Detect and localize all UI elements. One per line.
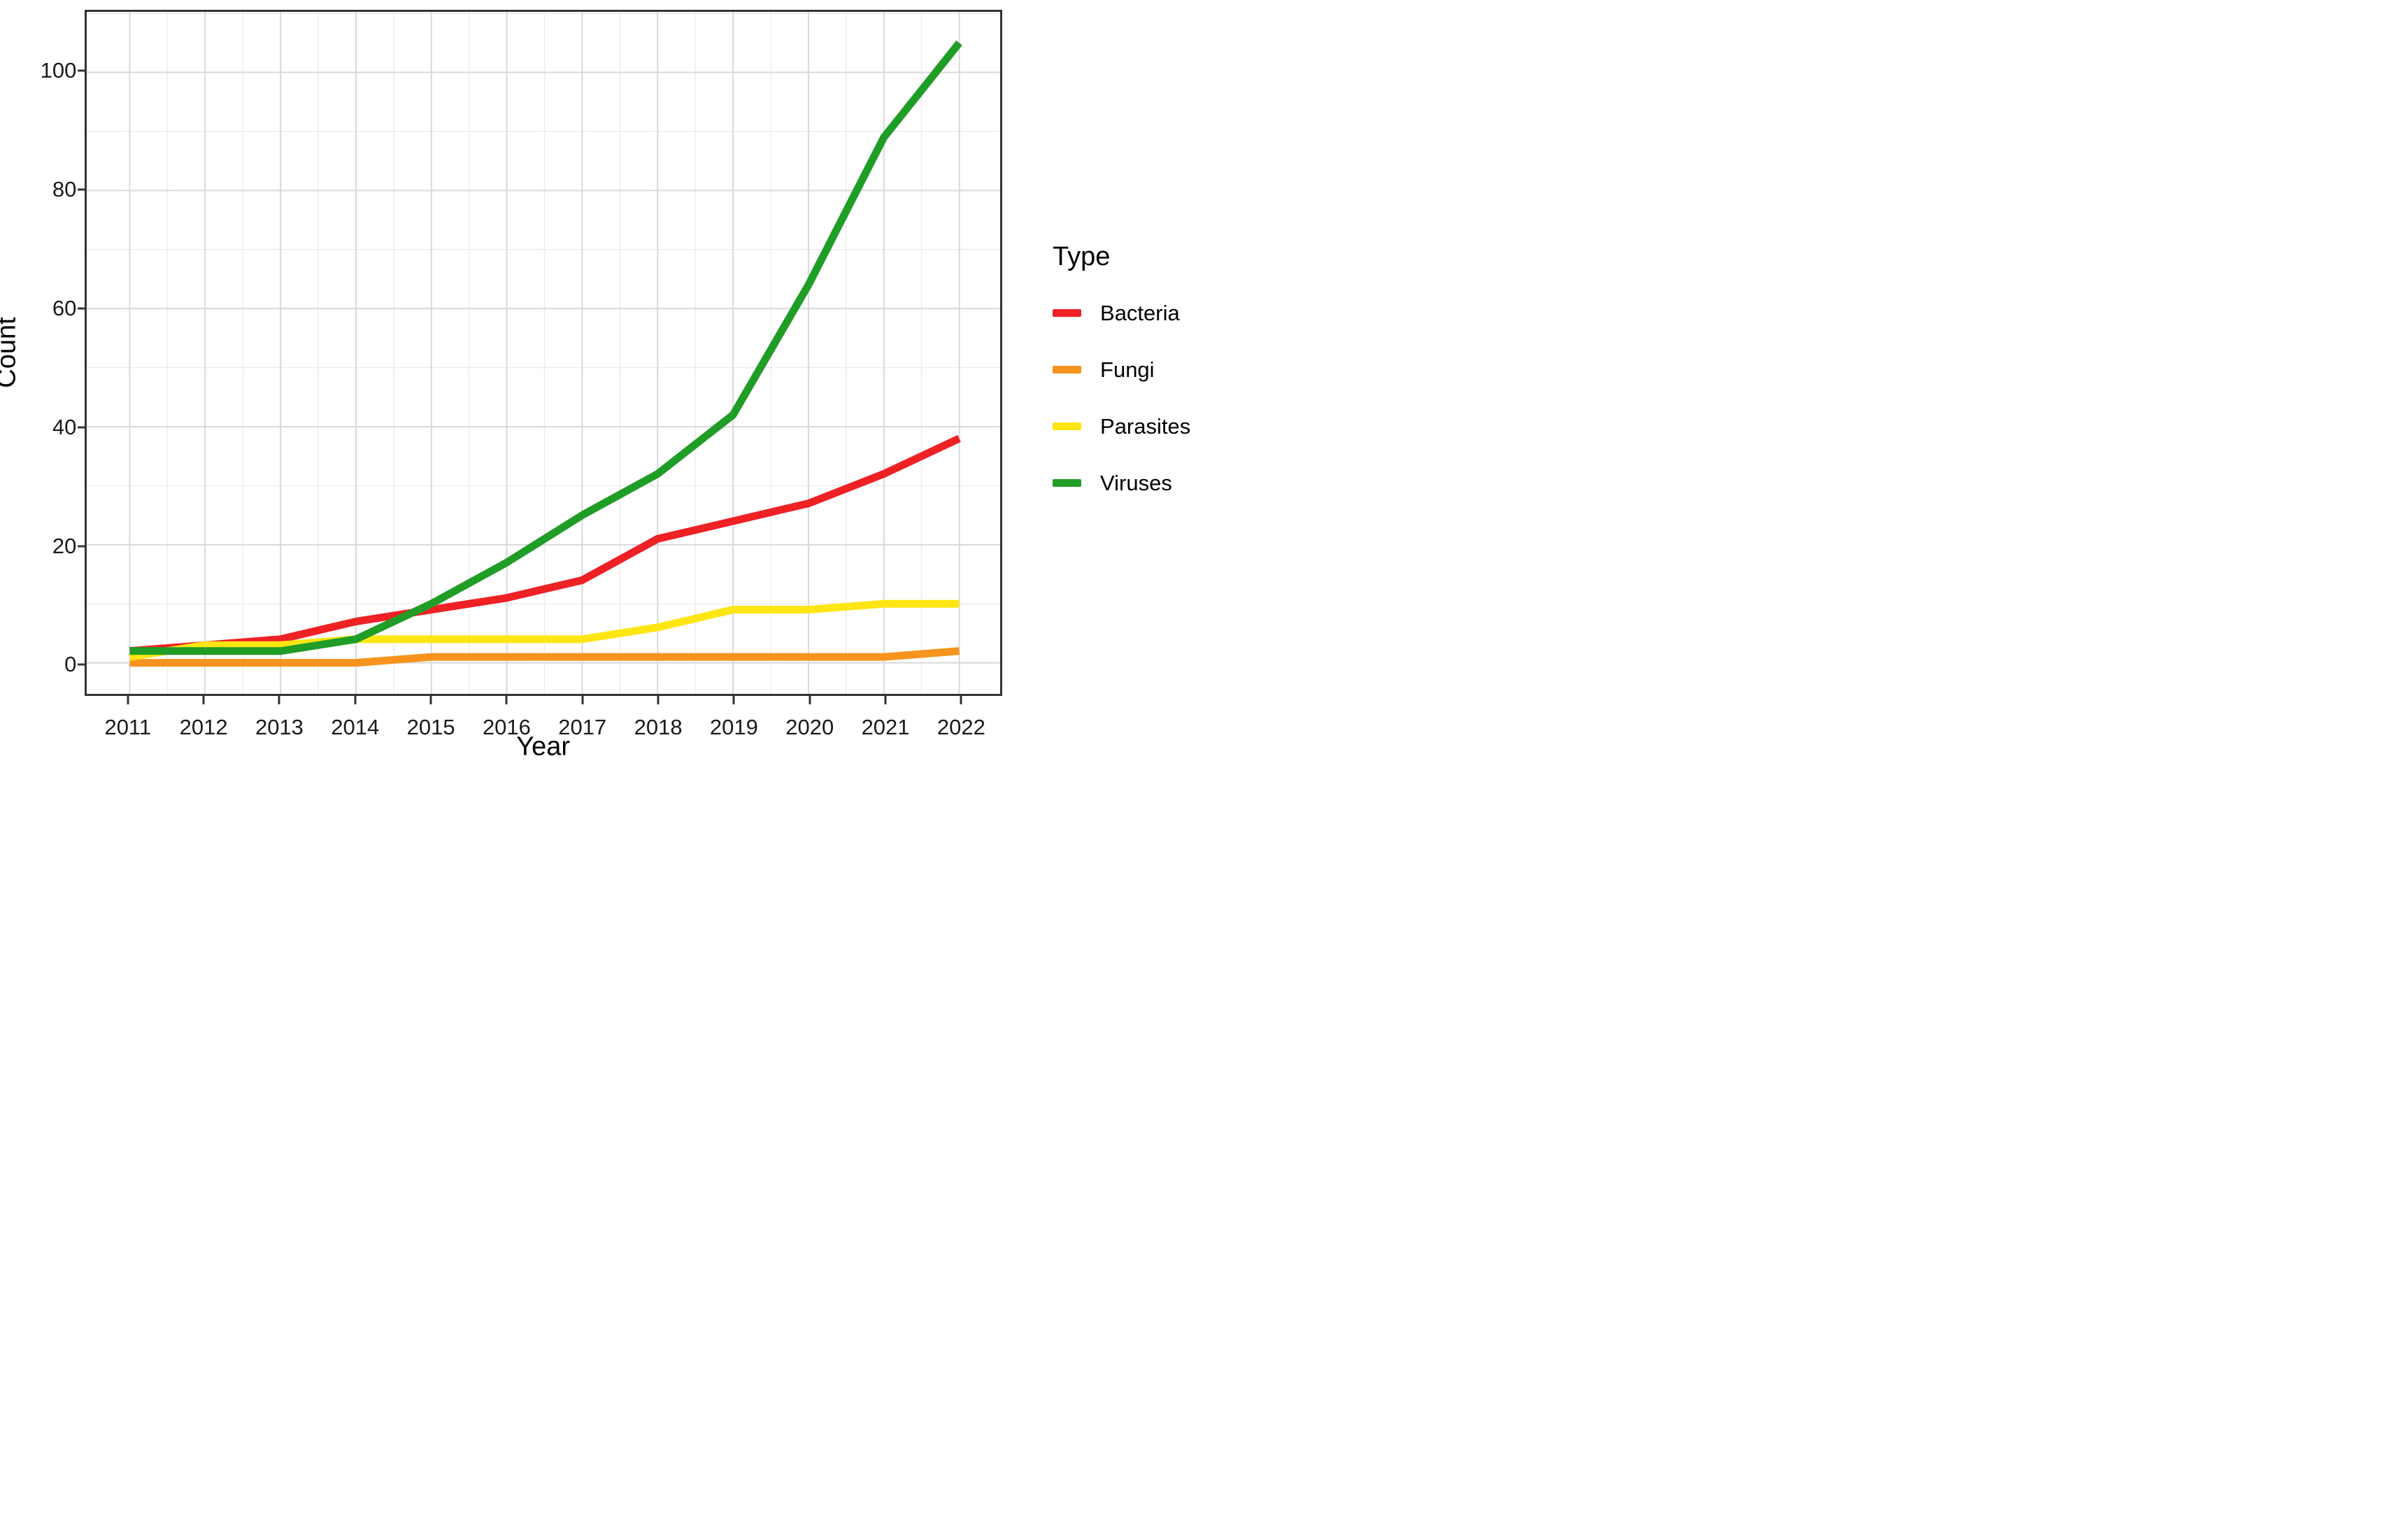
x-tick-mark xyxy=(732,696,735,705)
x-tick-label-2021: 2021 xyxy=(861,715,910,740)
x-tick-mark xyxy=(657,696,660,705)
x-tick-label-2011: 2011 xyxy=(104,715,152,740)
x-tick-label-2019: 2019 xyxy=(709,715,758,740)
legend-swatch-icon xyxy=(1053,479,1082,488)
y-tick-mark xyxy=(78,426,85,429)
y-axis-title: Count xyxy=(0,317,22,388)
x-tick-label-2018: 2018 xyxy=(634,715,683,740)
x-tick-mark xyxy=(581,696,584,705)
series-line-viruses xyxy=(130,43,960,650)
legend-swatch-icon xyxy=(1053,309,1082,318)
legend: Type Bacteria Fungi Parasites Viruses xyxy=(1053,242,1202,528)
y-tick-label-20: 20 xyxy=(52,533,77,558)
legend-item-bacteria: Bacteria xyxy=(1053,301,1202,325)
x-tick-mark xyxy=(278,696,280,705)
x-tick-label-2014: 2014 xyxy=(331,715,380,740)
y-tick-mark xyxy=(78,69,85,72)
legend-title: Type xyxy=(1053,241,1111,271)
legend-item-fungi: Fungi xyxy=(1053,357,1202,382)
x-tick-label-2016: 2016 xyxy=(482,715,531,740)
x-tick-mark xyxy=(127,696,129,705)
legend-swatch-icon xyxy=(1053,366,1082,374)
y-tick-label-100: 100 xyxy=(40,58,77,83)
legend-label: Viruses xyxy=(1100,470,1172,495)
x-tick-mark xyxy=(354,696,357,705)
legend-label: Fungi xyxy=(1100,357,1155,382)
plot-area-svg xyxy=(87,12,1000,694)
y-tick-mark xyxy=(78,663,85,666)
series-line-fungi xyxy=(130,651,960,663)
x-tick-label-2022: 2022 xyxy=(936,715,985,740)
series-line-bacteria xyxy=(130,439,960,651)
legend-item-viruses: Viruses xyxy=(1053,471,1202,495)
legend-label: Parasites xyxy=(1100,413,1191,439)
x-tick-mark xyxy=(960,696,962,705)
y-tick-label-80: 80 xyxy=(52,176,77,201)
series-line-parasites xyxy=(130,604,960,657)
legend-item-parasites: Parasites xyxy=(1053,413,1202,439)
x-tick-mark xyxy=(429,696,432,705)
x-tick-label-2013: 2013 xyxy=(255,715,304,740)
x-tick-label-2020: 2020 xyxy=(785,715,834,740)
y-tick-label-0: 0 xyxy=(64,652,77,677)
x-axis-title: Year xyxy=(516,732,570,762)
legend-items: Bacteria Fungi Parasites Viruses xyxy=(1053,301,1202,495)
x-tick-label-2017: 2017 xyxy=(558,715,607,740)
legend-label: Bacteria xyxy=(1100,300,1180,325)
line-chart-figure: 0 20 40 60 80 100 2011 2012 2013 2014 2015 2016 201… xyxy=(0,0,1204,768)
x-tick-mark xyxy=(884,696,887,705)
y-tick-mark xyxy=(78,307,85,310)
y-tick-mark xyxy=(78,545,85,548)
y-tick-mark xyxy=(78,188,85,191)
y-tick-label-60: 60 xyxy=(52,295,77,320)
plot-panel xyxy=(85,10,1002,696)
x-tick-mark xyxy=(808,696,811,705)
legend-swatch-icon xyxy=(1053,422,1082,431)
x-tick-label-2015: 2015 xyxy=(406,715,455,740)
y-tick-label-40: 40 xyxy=(52,414,77,439)
x-tick-mark xyxy=(505,696,508,705)
x-tick-mark xyxy=(202,696,205,705)
x-tick-label-2012: 2012 xyxy=(179,715,228,740)
